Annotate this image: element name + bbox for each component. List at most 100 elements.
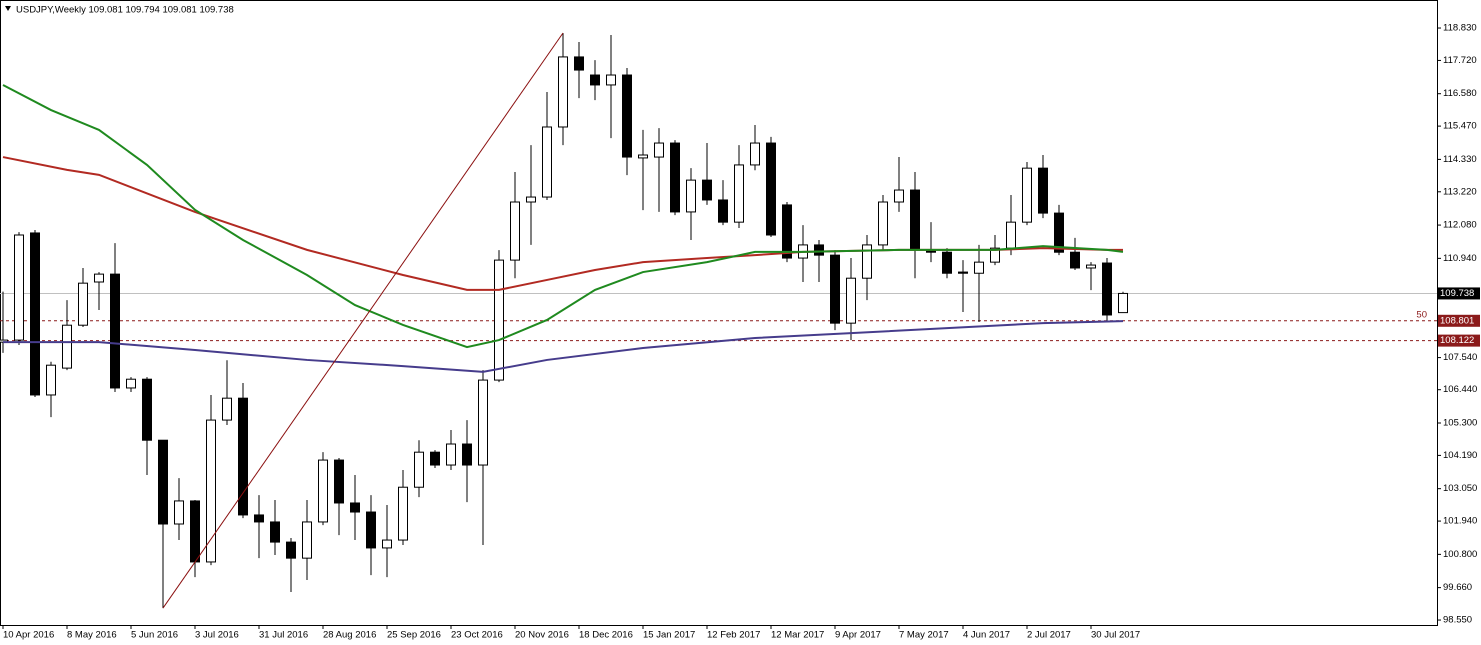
candle-body xyxy=(622,74,632,158)
menu-arrow[interactable] xyxy=(5,6,11,11)
y-tick-label: 104.190 xyxy=(1443,450,1477,461)
candle-body xyxy=(814,244,824,256)
candle-body xyxy=(222,397,232,421)
candle-body xyxy=(142,378,152,441)
candle-body xyxy=(862,244,872,279)
x-tick-label: 7 May 2017 xyxy=(899,630,949,641)
x-tick-label: 12 Feb 2017 xyxy=(707,630,760,641)
y-tick-label: 116.580 xyxy=(1443,88,1477,99)
candle-body xyxy=(462,443,472,466)
price-tag: 108.122 xyxy=(1440,335,1474,346)
candle-body xyxy=(670,142,680,213)
y-tick-label: 115.470 xyxy=(1443,121,1477,132)
x-tick-label: 3 Jul 2016 xyxy=(195,630,239,641)
overlay-line xyxy=(162,32,564,609)
x-tick-label: 9 Apr 2017 xyxy=(835,630,881,641)
candle-body xyxy=(430,451,440,466)
candle-body xyxy=(206,419,216,563)
y-tick-label: 103.050 xyxy=(1443,483,1477,494)
candle-body xyxy=(78,282,88,326)
candle-body xyxy=(254,514,264,523)
candle-body xyxy=(606,74,616,86)
candle-body xyxy=(654,142,664,158)
y-tick-label: 114.330 xyxy=(1443,154,1477,165)
y-tick-label: 101.940 xyxy=(1443,516,1477,527)
level-tag: 50 xyxy=(1416,309,1427,320)
candle-body xyxy=(1038,167,1048,214)
overlay-line xyxy=(3,320,1124,373)
candle-body xyxy=(990,247,1000,263)
candle-body xyxy=(30,232,40,396)
candle-body xyxy=(366,511,376,549)
x-tick-label: 12 Mar 2017 xyxy=(771,630,824,641)
candle-body xyxy=(494,259,504,381)
x-tick-label: 5 Jun 2016 xyxy=(131,630,178,641)
chart-title: USDJPY,Weekly 109.081 109.794 109.081 10… xyxy=(16,5,234,16)
price-tag-bg xyxy=(1438,334,1480,347)
candle-body xyxy=(382,539,392,549)
x-tick-label: 8 May 2016 xyxy=(67,630,117,641)
overlay-line xyxy=(2,84,1124,349)
candle-body xyxy=(46,364,56,396)
price-tag: 109.738 xyxy=(1440,288,1474,299)
candle-body xyxy=(718,199,728,223)
plot-frame xyxy=(0,0,1438,626)
candle-body xyxy=(1070,251,1080,269)
candle-body xyxy=(270,521,280,543)
candle-body xyxy=(830,254,840,324)
x-tick-label: 30 Jul 2017 xyxy=(1091,630,1140,641)
candle-body xyxy=(302,521,312,559)
candle-body xyxy=(542,126,552,198)
y-tick-label: 98.550 xyxy=(1443,615,1472,626)
candle-body xyxy=(510,201,520,261)
candle-body xyxy=(238,397,248,516)
x-tick-label: 10 Apr 2016 xyxy=(3,630,54,641)
candle-body xyxy=(638,154,648,159)
candle-body xyxy=(398,486,408,541)
candle-body xyxy=(526,196,536,203)
price-tag-bg xyxy=(1438,287,1480,300)
candle-body xyxy=(14,234,24,341)
candle-body xyxy=(1102,262,1112,316)
candle-body xyxy=(1022,167,1032,223)
candle-body xyxy=(1054,212,1064,253)
candle-body xyxy=(942,251,952,274)
candle-body xyxy=(126,378,136,389)
y-tick-label: 112.080 xyxy=(1443,220,1477,231)
y-tick-label: 107.540 xyxy=(1443,352,1477,363)
candle-body xyxy=(414,451,424,488)
x-tick-label: 20 Nov 2016 xyxy=(515,630,569,641)
candle-body xyxy=(766,142,776,236)
candle-body xyxy=(590,74,600,86)
candle-body xyxy=(974,261,984,274)
x-tick-label: 15 Jan 2017 xyxy=(643,630,695,641)
y-tick-label: 117.720 xyxy=(1443,55,1477,66)
candle-body xyxy=(686,179,696,213)
price-tag-bg xyxy=(1438,314,1480,327)
candle-body xyxy=(702,179,712,201)
candle-body xyxy=(958,271,968,274)
candle-body xyxy=(1006,221,1016,249)
candle-body xyxy=(894,189,904,203)
candle-body xyxy=(446,443,456,466)
x-tick-label: 23 Oct 2016 xyxy=(451,630,503,641)
candle-body xyxy=(558,56,568,128)
candle-body xyxy=(1118,292,1128,314)
candle-body xyxy=(174,500,184,525)
candle-body xyxy=(478,379,488,466)
x-tick-label: 18 Dec 2016 xyxy=(579,630,633,641)
candle-body xyxy=(110,273,120,389)
candle-body xyxy=(158,439,168,525)
x-tick-label: 28 Aug 2016 xyxy=(323,630,376,641)
candle-body xyxy=(750,142,760,166)
y-tick-label: 100.800 xyxy=(1443,549,1477,560)
candle-body xyxy=(318,459,328,523)
candle-body xyxy=(734,164,744,223)
y-tick-label: 99.660 xyxy=(1443,582,1472,593)
candle-body xyxy=(350,502,360,513)
x-tick-label: 25 Sep 2016 xyxy=(387,630,441,641)
x-tick-label: 4 Jun 2017 xyxy=(963,630,1010,641)
candle-body xyxy=(846,277,856,324)
candle-body xyxy=(62,324,72,369)
